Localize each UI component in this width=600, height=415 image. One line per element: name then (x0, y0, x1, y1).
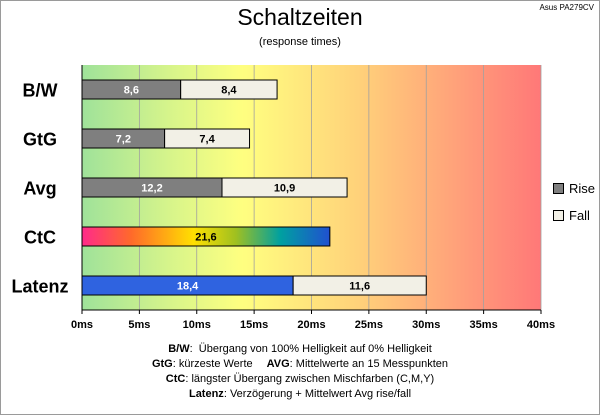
bar-label-rise: 8,6 (124, 85, 139, 97)
x-tick-label: 25ms (355, 319, 383, 331)
bar-label-fall: 11,6 (349, 281, 370, 293)
legend: Rise Fall (553, 178, 595, 232)
x-tick-label: 0ms (71, 319, 93, 331)
footnote-latenz: Latenz: Verzögerung + Mittelwert Avg ris… (188, 388, 412, 400)
bar-label-rise: 12,2 (141, 183, 162, 195)
footnote-gtg-avg: GtG: kürzeste Werte AVG: Mittelwerte an 1… (151, 358, 449, 370)
category-label: GtG (23, 130, 57, 150)
bar-label-fall: 10,9 (274, 183, 295, 195)
bar-fall (164, 128, 251, 149)
category-label: Latenz (11, 277, 68, 297)
monitor-model: Asus PA279CV (539, 3, 594, 12)
bar-label-fall: 7,4 (199, 134, 215, 146)
legend-label-rise: Rise (569, 180, 596, 196)
legend-swatch-fall (553, 209, 564, 221)
footnote-term: GtG (151, 358, 173, 370)
footnote-text: Übergang von 100% Helligkeit auf 0% Hell… (198, 343, 432, 355)
bar-fall (292, 275, 427, 296)
bar-label-rise: 21,6 (195, 232, 216, 244)
footnote-term: B/W (168, 343, 190, 355)
x-tick-label: 30ms (412, 319, 440, 331)
footnote-text: Verzögerung + Mittelwert Avg rise/fall (229, 388, 412, 400)
bar-label-fall: 8,4 (221, 85, 237, 97)
footnote-term: CtC (165, 373, 186, 385)
category-label: CtC (24, 228, 56, 248)
bar-label-rise: 18,4 (177, 281, 199, 293)
bar-fall (221, 177, 348, 198)
footnote-text: kürzeste Werte (178, 358, 253, 370)
footnote-text: Mittelwerte an 15 Messpunkten (295, 358, 449, 370)
footnote-bw: B/W: Übergang von 100% Helligkeit auf 0%… (168, 343, 432, 355)
footnote-term: Latenz (188, 388, 224, 400)
legend-label-fall: Fall (569, 207, 590, 223)
footnotes: B/W: Übergang von 100% Helligkeit auf 0%… (0, 342, 600, 402)
category-label: Avg (23, 179, 56, 199)
footnote-text: längster Übergang zwischen Mischfarben (… (191, 373, 435, 385)
chart-subtitle: (response times) (259, 36, 341, 48)
x-tick-label: 15ms (240, 319, 268, 331)
bar-fall (180, 79, 278, 100)
chart-title: Schaltzeiten (237, 4, 363, 30)
footnote-ctc: CtC: längster Übergang zwischen Mischfar… (165, 373, 435, 385)
x-tick-label: 40ms (527, 319, 555, 331)
legend-swatch-rise (553, 182, 564, 194)
x-tick-label: 5ms (128, 319, 150, 331)
x-tick-label: 35ms (470, 319, 498, 331)
bar-label-rise: 7,2 (116, 134, 131, 146)
footnote-term: AVG (266, 358, 290, 370)
x-tick-label: 20ms (297, 319, 325, 331)
legend-item-rise: Rise (553, 178, 595, 198)
legend-item-fall: Fall (553, 205, 595, 225)
category-label: B/W (23, 81, 58, 101)
x-tick-label: 10ms (183, 319, 211, 331)
